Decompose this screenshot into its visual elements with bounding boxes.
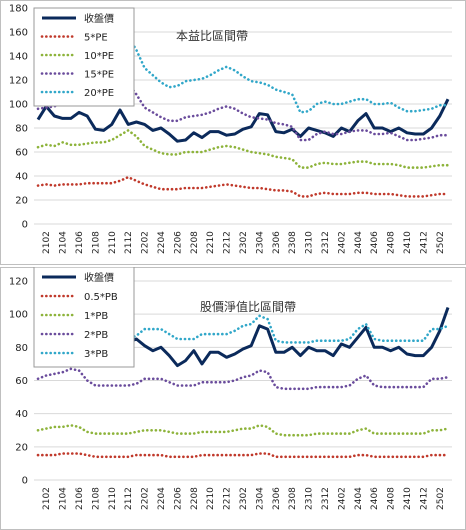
pb-band-chart: 0 20 40 60 80 100 120 2102 2104 2106 2108 2110 2112 2… [0,267,466,530]
y-tick-label: 20 [15,196,28,207]
x-tick-label: 2308 [288,487,298,510]
pb-band-chart-panel: 0 20 40 60 80 100 120 2102 2104 2106 2108 2110 2112 2… [0,267,466,530]
x-tick-label: 2110 [108,231,118,254]
x-tick-label: 2206 [173,231,183,254]
pe-band-chart: 0 20 40 60 80 100 120 140 160 180 2102 2104 2106 2108… [0,0,466,265]
x-tick-label: 2210 [206,487,216,510]
x-tick-label: 2102 [42,231,52,254]
x-tick-label: 2408 [387,231,397,254]
y-tick-label: 60 [15,376,28,387]
legend-label: 2*PB [84,330,108,341]
x-tick-label: 2208 [190,231,200,254]
legend-label: 10*PE [84,51,114,62]
x-tick-label: 2408 [387,487,397,510]
pe-band-chart-panel: 0 20 40 60 80 100 120 140 160 180 2102 2104 2106 2108… [0,0,466,265]
x-tick-label: 2302 [239,231,249,254]
x-tick-label: 2304 [255,231,265,254]
x-tick-label: 2206 [173,487,183,510]
legend-label: 1*PB [84,311,108,322]
x-tick-label: 2212 [223,231,233,254]
chart-title: 股價淨值比區間帶 [200,299,296,314]
x-tick-label: 2106 [75,231,85,254]
x-tick-label: 2108 [91,487,101,510]
y-tick-label: 160 [9,28,28,39]
x-tick-label: 2204 [157,487,167,510]
x-tick-label: 2112 [124,231,134,254]
legend-label: 收盤價 [84,12,114,25]
x-tick-label: 2412 [419,487,429,510]
y-tick-label: 180 [9,4,28,15]
series-line-2 [36,128,450,169]
x-tick-label: 2202 [141,487,151,510]
x-tick-label: 2102 [42,487,52,510]
y-tick-label: 40 [15,172,28,183]
x-tick-label: 2112 [124,487,134,510]
x-tick-label: 2202 [141,231,151,254]
x-tick-label: 2304 [255,487,265,510]
x-tick-label: 2410 [403,487,413,510]
y-tick-label: 120 [9,277,28,288]
x-tick-label: 2502 [436,231,446,254]
y-tick-label: 80 [15,124,28,135]
x-tick-label: 2110 [108,487,118,510]
x-tick-label: 2404 [354,487,364,510]
series-line-3 [36,367,450,391]
x-tick-label: 2312 [321,231,331,254]
x-tick-label: 2310 [305,487,315,510]
x-tick-label: 2310 [305,231,315,254]
x-tick-label: 2312 [321,487,331,510]
legend-label: 0.5*PB [84,292,118,303]
x-tick-label: 2406 [370,231,380,254]
x-tick-label: 2104 [59,487,69,510]
y-tick-label: 0 [22,220,28,231]
y-tick-label: 20 [15,442,28,453]
y-tick-label: 0 [22,476,28,487]
x-tick-label: 2306 [272,487,282,510]
y-tick-label: 140 [9,52,28,63]
chart-title: 本益比區間帶 [176,29,248,43]
y-tick-label: 40 [15,409,28,420]
x-tick-label: 2108 [91,231,101,254]
x-tick-label: 2208 [190,487,200,510]
legend-label: 收盤價 [84,271,114,284]
x-tick-label: 2410 [403,231,413,254]
x-tick-label: 2204 [157,231,167,254]
legend-label: 5*PE [84,33,108,44]
x-tick-label: 2306 [272,231,282,254]
series-line-4 [36,34,450,114]
series-line-1 [36,175,450,198]
series-line-0 [36,98,450,143]
x-tick-label: 2412 [419,231,429,254]
legend-box [33,267,135,368]
x-tick-label: 2402 [337,231,347,254]
series-line-1 [36,452,450,459]
x-tick-label: 2210 [206,231,216,254]
series-line-4 [36,312,450,344]
y-tick-label: 120 [9,76,28,87]
x-tick-label: 2308 [288,231,298,254]
x-tick-label: 2106 [75,487,85,510]
x-tick-label: 2404 [354,231,364,254]
series-line-2 [36,423,450,437]
legend-label: 20*PE [84,88,114,99]
x-tick-label: 2406 [370,487,380,510]
y-tick-label: 60 [15,148,28,159]
x-tick-label: 2212 [223,487,233,510]
x-tick-label: 2104 [59,231,69,254]
y-tick-label: 100 [9,100,28,111]
y-tick-label: 80 [15,343,28,354]
legend-label: 15*PE [84,70,114,81]
x-tick-label: 2502 [436,487,446,510]
x-tick-label: 2302 [239,487,249,510]
legend-box [33,7,135,107]
legend-label: 3*PB [84,349,108,360]
x-tick-label: 2402 [337,487,347,510]
y-tick-label: 100 [9,310,28,321]
